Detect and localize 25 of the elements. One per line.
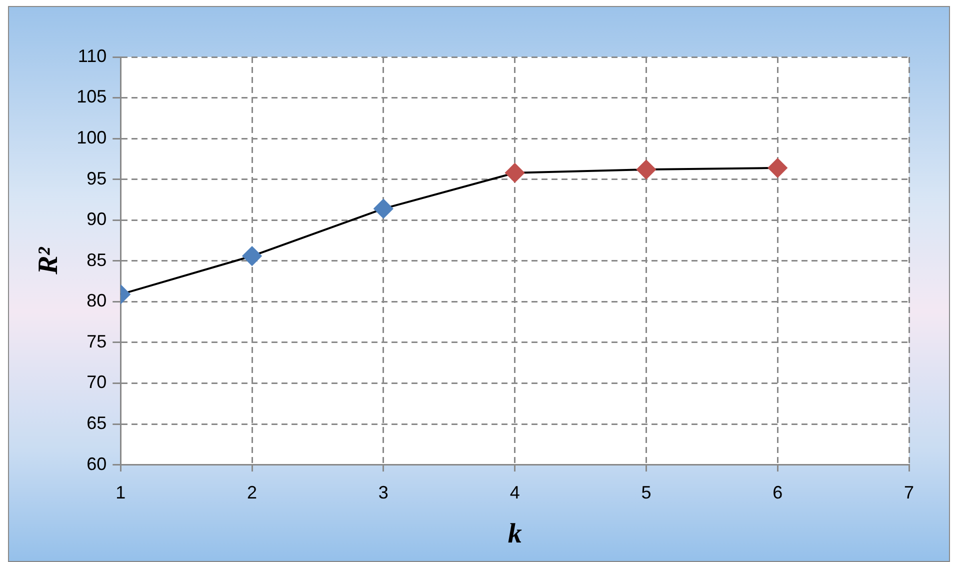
x-tick-label: 3 (378, 482, 388, 503)
point (374, 198, 394, 218)
y-tick-label: 95 (86, 168, 107, 188)
x-tick-label: 4 (510, 482, 520, 503)
y-tick-label: 75 (86, 331, 107, 352)
x-tick-label: 6 (772, 482, 783, 503)
y-tick-label: 105 (76, 86, 107, 107)
x-tick-label: 2 (247, 482, 258, 503)
y-tick-label: 60 (86, 454, 107, 474)
x-tick-label: 1 (116, 482, 126, 503)
y-axis-title: R² (33, 246, 64, 276)
point (242, 246, 262, 266)
y-tick-label: 85 (86, 250, 107, 270)
y-tick-label: 110 (78, 46, 107, 66)
point (768, 158, 788, 178)
y-tick-label: 100 (76, 128, 107, 148)
y-tick-label: 90 (86, 209, 107, 230)
point (636, 160, 656, 180)
x-tick-label: 5 (641, 482, 652, 503)
point (505, 163, 525, 183)
y-tick-label: 80 (86, 290, 107, 311)
x-tick-label: 7 (904, 482, 914, 503)
x-axis-title: k (508, 518, 522, 550)
y-tick-label: 65 (86, 412, 107, 433)
y-tick-label: 70 (86, 372, 107, 392)
